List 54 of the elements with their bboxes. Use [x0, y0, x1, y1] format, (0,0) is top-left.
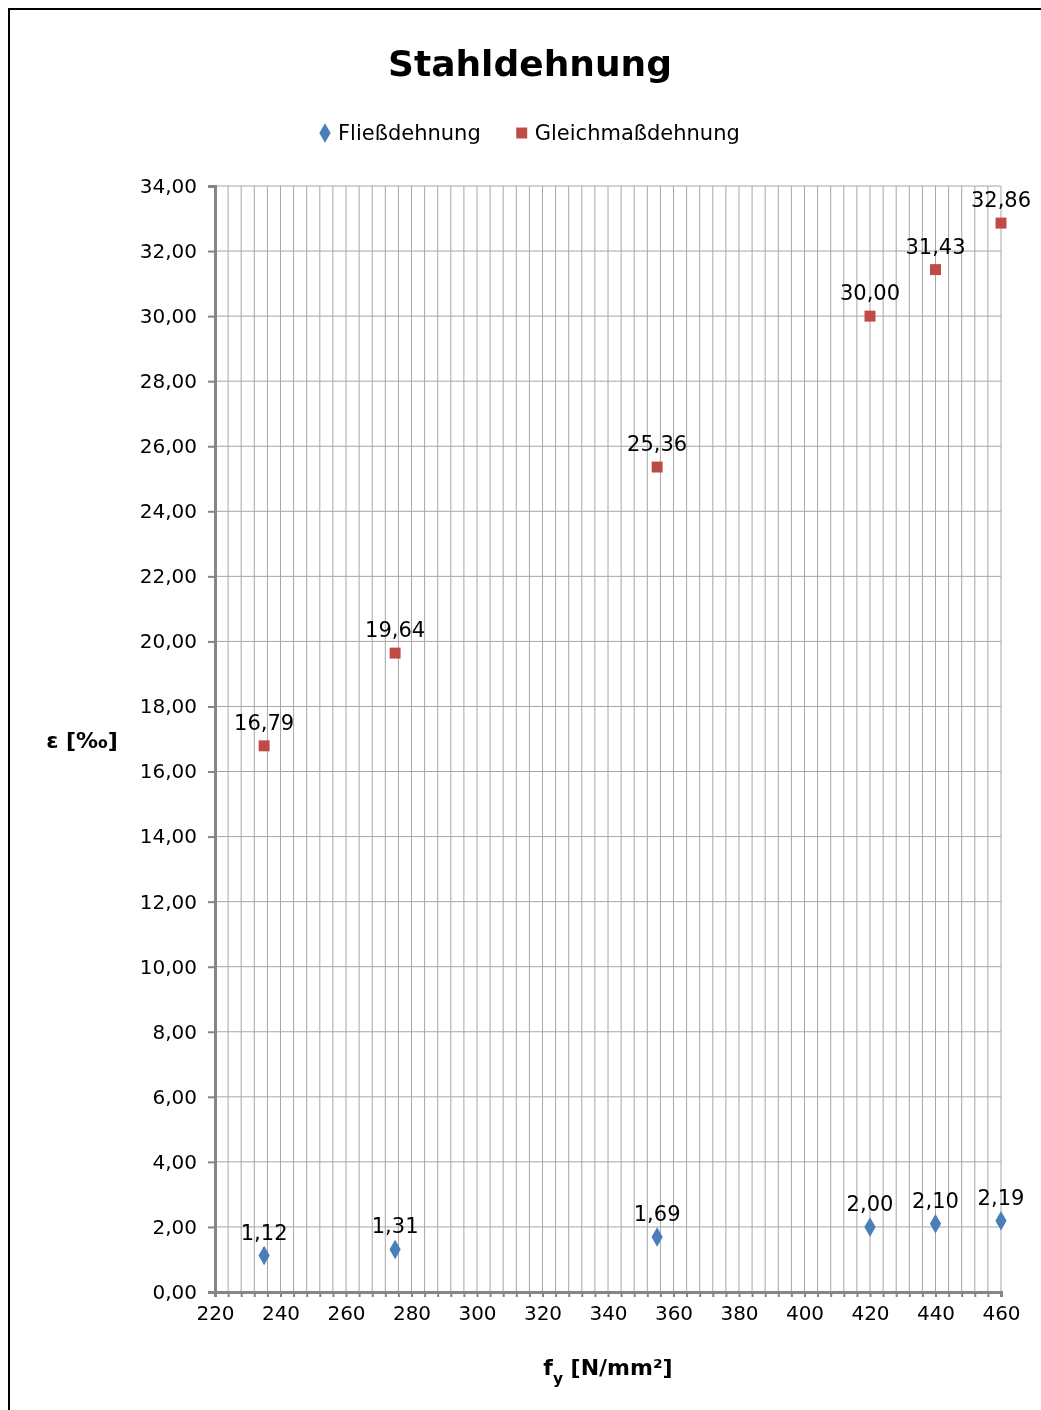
x-tick-label: 440 [916, 1301, 956, 1325]
y-tick-label: 4,00 [152, 1149, 197, 1174]
point [651, 461, 663, 473]
data-label: 1,31 [371, 1214, 419, 1239]
data-label: 2,00 [846, 1191, 894, 1216]
x-tick-label: 320 [523, 1301, 563, 1325]
y-tick-label: 34,00 [139, 173, 197, 198]
y-tick-label: 28,00 [139, 369, 197, 394]
x-tick-label: 420 [851, 1301, 890, 1325]
legend-label: Fließdehnung [338, 121, 481, 145]
x-axis-title: f$_{y}$ [N/mm²] [543, 1355, 673, 1388]
y-tick-label: 22,00 [139, 564, 197, 589]
y-axis-title: ε [‰] [46, 728, 118, 753]
data-label: 2,19 [977, 1185, 1025, 1210]
y-tick-label: 20,00 [139, 629, 197, 654]
x-tick-label: 360 [654, 1301, 694, 1325]
y-tick-label: 2,00 [152, 1214, 197, 1239]
data-label: 31,43 [905, 234, 966, 259]
point [389, 647, 401, 659]
x-tick-label: 280 [392, 1301, 432, 1325]
x-tick-label: 340 [589, 1301, 628, 1325]
y-tick-label: 30,00 [139, 304, 197, 329]
y-tick-label: 16,00 [139, 759, 197, 784]
y-tick-label: 0,00 [152, 1279, 197, 1304]
chart-title: Stahldehnung [388, 43, 672, 84]
point [930, 264, 941, 276]
y-tick-label: 10,00 [139, 954, 197, 979]
y-tick-label: 26,00 [139, 434, 197, 459]
data-label: 30,00 [839, 281, 901, 306]
x-tick-label: 300 [458, 1301, 497, 1325]
x-tick-label: 260 [327, 1301, 366, 1325]
x-tick-label: 400 [785, 1301, 825, 1325]
legend-label: Gleichmaßdehnung [534, 121, 740, 145]
y-tick-label: 32,00 [139, 238, 197, 263]
point [995, 217, 1007, 229]
data-label: 25,36 [627, 432, 688, 457]
point [258, 740, 270, 752]
data-label: 16,79 [234, 710, 295, 735]
y-tick-label: 18,00 [139, 694, 197, 719]
y-tick-label: 8,00 [152, 1019, 197, 1044]
x-tick-label: 380 [720, 1301, 759, 1325]
x-tick-label: 460 [982, 1301, 1021, 1325]
y-tick-label: 24,00 [139, 499, 197, 524]
y-tick-label: 12,00 [139, 889, 197, 914]
data-label: 2,10 [912, 1188, 959, 1213]
data-label: 19,64 [365, 618, 426, 643]
x-tick-label: 240 [261, 1301, 301, 1325]
y-tick-label: 6,00 [152, 1084, 197, 1109]
data-label: 1,69 [633, 1202, 681, 1227]
y-tick-label: 14,00 [139, 824, 197, 849]
point [864, 310, 876, 322]
x-tick-label: 220 [196, 1301, 235, 1325]
data-label: 32,86 [970, 188, 1032, 213]
data-label: 1,12 [240, 1220, 288, 1245]
